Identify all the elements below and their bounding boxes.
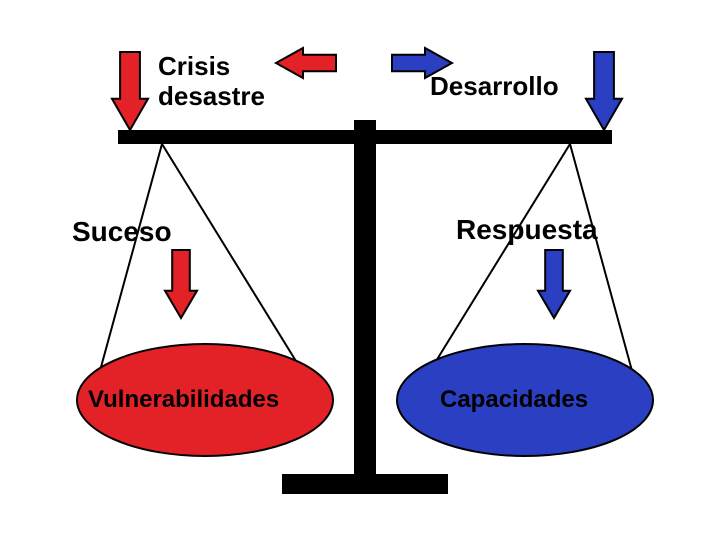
arrow-desarrollo-down-icon [584, 50, 624, 132]
label-vulnerabilidades: Vulnerabilidades [88, 386, 279, 414]
arrow-crisis-down-icon [110, 50, 150, 132]
arrow-respuesta-down-icon [536, 248, 572, 320]
balance-base [282, 474, 448, 494]
balance-diagram: Crisis desastre Desarrollo Suceso Respue… [0, 0, 720, 540]
balance-pillar [354, 120, 376, 480]
balance-crossbar [118, 130, 612, 144]
label-suceso: Suceso [72, 216, 172, 248]
label-desarrollo: Desarrollo [430, 72, 559, 102]
label-respuesta: Respuesta [456, 214, 598, 246]
label-capacidades: Capacidades [440, 386, 588, 414]
arrow-center-left-icon [274, 46, 338, 80]
arrow-suceso-down-icon [163, 248, 199, 320]
label-crisis: Crisis desastre [158, 52, 265, 112]
